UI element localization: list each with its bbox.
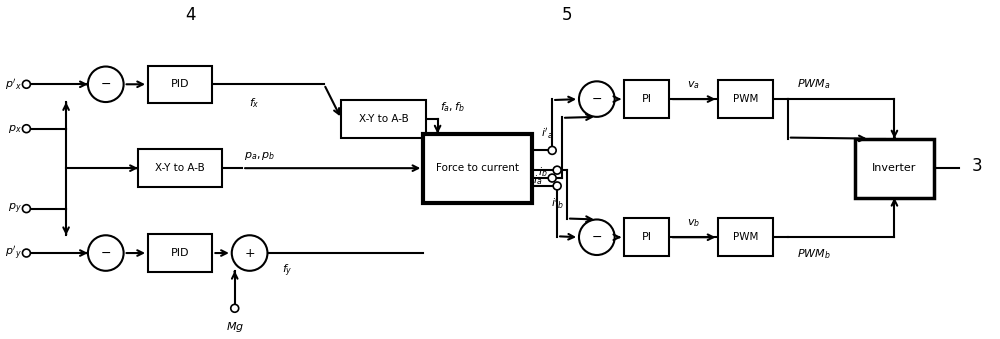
Text: −: − [101,78,111,91]
Text: PWM: PWM [733,232,758,242]
Text: $i_a$: $i_a$ [533,173,542,187]
Text: $p'_x$: $p'_x$ [5,77,21,92]
Text: $f_a, f_b$: $f_a, f_b$ [440,100,465,114]
Bar [718,80,773,118]
Text: $i'_a$: $i'_a$ [541,126,554,141]
Circle shape [22,205,30,213]
Text: PWM: PWM [733,94,758,104]
Bar [341,100,426,138]
Text: $i'_b$: $i'_b$ [551,196,564,211]
Text: $v_a$: $v_a$ [687,79,700,91]
Circle shape [579,81,615,117]
Bar [624,219,669,256]
Text: PI: PI [641,232,651,242]
Text: PID: PID [171,248,189,258]
Text: X-Y to A-B: X-Y to A-B [155,163,205,173]
Circle shape [22,249,30,257]
Circle shape [22,125,30,133]
Text: Inverter: Inverter [872,163,917,173]
Text: +: + [244,246,255,260]
Text: −: − [592,231,602,244]
Bar [855,139,934,198]
Bar [148,234,212,272]
Circle shape [548,146,556,154]
Bar [148,65,212,103]
Circle shape [553,182,561,190]
Circle shape [548,174,556,182]
Circle shape [88,66,124,102]
Text: $v_b$: $v_b$ [687,218,700,230]
Text: $PWM_a$: $PWM_a$ [797,77,831,91]
Text: $f_y$: $f_y$ [282,263,293,279]
Circle shape [22,80,30,88]
Circle shape [553,166,561,174]
Text: $p_y$: $p_y$ [8,201,21,216]
Text: 3: 3 [971,157,982,175]
Text: $p_x$: $p_x$ [8,123,21,135]
Text: $f_x$: $f_x$ [249,96,260,110]
Text: $Mg$: $Mg$ [226,320,244,334]
Bar [138,149,222,187]
Circle shape [88,235,124,271]
Text: −: − [101,246,111,260]
Circle shape [579,219,615,255]
Text: −: − [592,93,602,105]
Text: Force to current: Force to current [436,163,519,173]
Circle shape [232,235,267,271]
Text: 5: 5 [562,6,572,24]
Text: PID: PID [171,79,189,89]
Text: $i_b$: $i_b$ [538,165,547,179]
Text: PI: PI [641,94,651,104]
Text: 4: 4 [185,6,195,24]
Bar [624,80,669,118]
Text: X-Y to A-B: X-Y to A-B [359,114,408,124]
Bar [423,134,532,203]
Text: $PWM_b$: $PWM_b$ [797,247,831,261]
Circle shape [231,304,239,312]
Bar [718,219,773,256]
Text: $p_a, p_b$: $p_a, p_b$ [244,150,276,162]
Text: $p'_y$: $p'_y$ [5,244,21,262]
